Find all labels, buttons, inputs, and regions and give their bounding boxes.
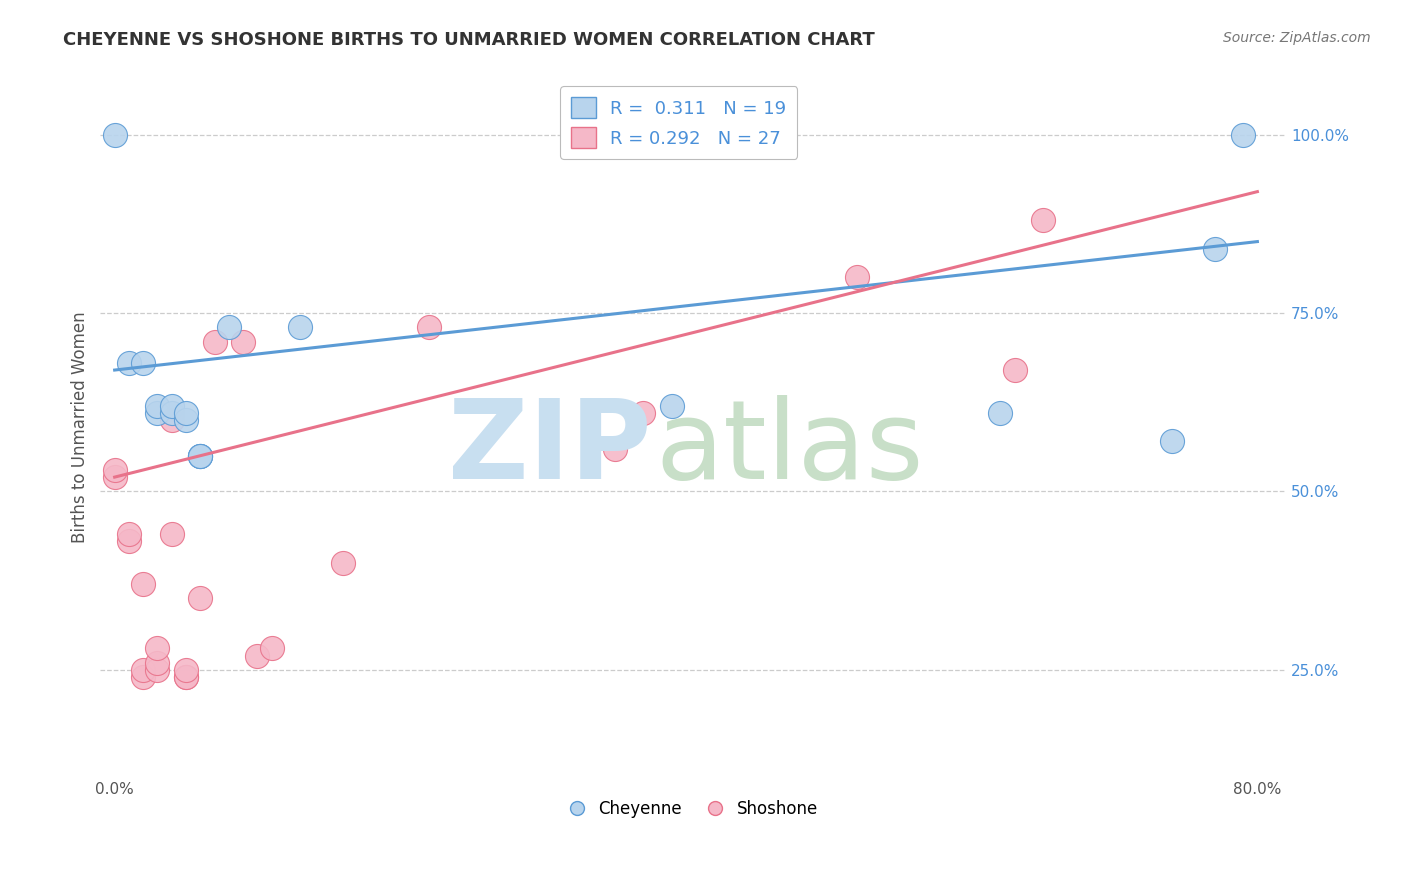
Point: [132, 663, 155, 677]
Point: [146, 656, 169, 670]
Point: [1032, 213, 1054, 227]
Point: [846, 270, 869, 285]
Point: [1160, 434, 1182, 449]
Point: [631, 406, 654, 420]
Point: [1232, 128, 1254, 142]
Point: [232, 334, 254, 349]
Point: [661, 399, 683, 413]
Point: [290, 320, 312, 334]
Point: [218, 320, 240, 334]
Point: [174, 406, 197, 420]
Point: [160, 406, 183, 420]
Text: ZIP: ZIP: [449, 394, 651, 501]
Point: [146, 663, 169, 677]
Point: [146, 641, 169, 656]
Point: [160, 413, 183, 427]
Text: atlas: atlas: [655, 394, 924, 501]
Point: [603, 442, 626, 456]
Legend: Cheyenne, Shoshone: Cheyenne, Shoshone: [561, 793, 825, 824]
Point: [246, 648, 269, 663]
Point: [988, 406, 1011, 420]
Point: [118, 534, 141, 549]
Point: [104, 463, 127, 477]
Point: [1204, 242, 1226, 256]
Point: [188, 591, 211, 606]
Text: Source: ZipAtlas.com: Source: ZipAtlas.com: [1223, 31, 1371, 45]
Point: [104, 470, 127, 484]
Text: CHEYENNE VS SHOSHONE BIRTHS TO UNMARRIED WOMEN CORRELATION CHART: CHEYENNE VS SHOSHONE BIRTHS TO UNMARRIED…: [63, 31, 875, 49]
Point: [1004, 363, 1026, 377]
Point: [132, 670, 155, 684]
Point: [160, 527, 183, 541]
Point: [332, 556, 354, 570]
Point: [260, 641, 283, 656]
Point: [188, 449, 211, 463]
Point: [188, 449, 211, 463]
Y-axis label: Births to Unmarried Women: Births to Unmarried Women: [72, 311, 89, 543]
Point: [146, 406, 169, 420]
Point: [104, 128, 127, 142]
Point: [188, 449, 211, 463]
Point: [174, 413, 197, 427]
Point: [132, 577, 155, 591]
Point: [174, 663, 197, 677]
Point: [174, 670, 197, 684]
Point: [160, 399, 183, 413]
Point: [118, 527, 141, 541]
Point: [146, 399, 169, 413]
Point: [132, 356, 155, 370]
Point: [204, 334, 226, 349]
Point: [118, 356, 141, 370]
Point: [174, 670, 197, 684]
Point: [418, 320, 440, 334]
